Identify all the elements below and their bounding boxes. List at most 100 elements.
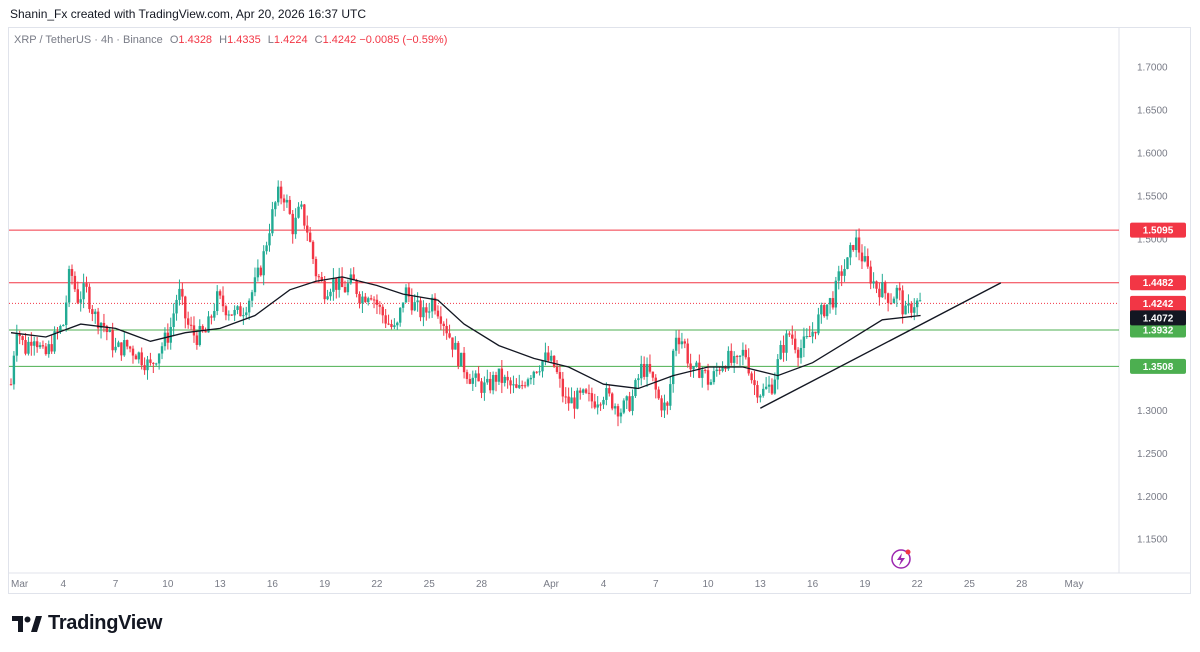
candle-body — [335, 277, 338, 290]
candle-body — [741, 349, 745, 356]
candle-body — [654, 377, 657, 390]
candle-body — [454, 342, 457, 350]
candle-body — [172, 313, 175, 327]
candle-body — [544, 352, 547, 362]
candle-body — [230, 314, 233, 316]
candle-body — [242, 315, 245, 317]
candle-body — [811, 331, 814, 337]
candle-body — [584, 389, 588, 393]
price-chart[interactable]: 1.70001.65001.60001.55001.50001.45001.40… — [9, 28, 1190, 593]
price-axis-tick-label: 1.5000 — [1137, 234, 1168, 245]
chart-frame[interactable]: 1.70001.65001.60001.55001.50001.45001.40… — [8, 27, 1191, 594]
candle-body — [253, 277, 257, 293]
candle-body — [520, 385, 524, 387]
candle-body — [628, 396, 631, 411]
candle-body — [698, 362, 701, 378]
candle-body — [526, 379, 530, 386]
support-level-tag-bg — [1130, 322, 1186, 338]
time-axis-tick-label: 19 — [319, 579, 331, 590]
candle-body — [96, 311, 100, 329]
candle-body — [573, 397, 576, 409]
candle-body — [227, 314, 231, 316]
tradingview-logo-icon — [12, 615, 42, 632]
resistance-level-tag: 1.4482 — [1143, 278, 1174, 289]
candle-body — [79, 299, 82, 303]
candle-body — [140, 352, 143, 366]
candle-body — [198, 326, 201, 345]
candle-body — [155, 363, 158, 365]
support-level-tag-bg — [1130, 358, 1186, 374]
candle-body — [329, 291, 332, 297]
candle-body — [73, 275, 77, 290]
candle-body — [814, 331, 817, 334]
candle-body — [782, 344, 785, 353]
candle-body — [181, 288, 184, 297]
lightning-icon-bolt — [897, 553, 905, 566]
candle-body — [195, 335, 199, 345]
candle-body — [430, 297, 434, 312]
candle-body — [413, 302, 416, 311]
candle-body — [770, 384, 774, 394]
candle-body — [718, 369, 721, 371]
candle-body — [767, 384, 771, 387]
price-axis-tick-label: 1.5500 — [1137, 191, 1168, 202]
candle-body — [396, 322, 399, 326]
support-level-tag: 1.3932 — [1143, 325, 1174, 336]
candle-body — [314, 259, 318, 277]
candle-body — [152, 362, 155, 364]
candle-body — [448, 333, 451, 338]
candle-body — [640, 363, 643, 379]
candle-body — [247, 300, 251, 313]
lightning-icon[interactable] — [891, 549, 911, 569]
candle-body — [125, 340, 129, 347]
candle-body — [497, 368, 501, 382]
candle-body — [744, 349, 748, 358]
candle-body — [611, 393, 614, 409]
candle-body — [70, 269, 74, 276]
candle-body — [796, 349, 800, 358]
candle-body — [547, 352, 550, 361]
candle-body — [50, 344, 53, 352]
candle-body — [425, 307, 428, 313]
candle-body — [422, 307, 425, 318]
candle-body — [189, 324, 193, 326]
candle-body — [686, 343, 689, 364]
candle-body — [555, 366, 559, 373]
candle-body — [346, 283, 350, 293]
candle-body — [486, 378, 489, 383]
symbol-name[interactable]: XRP / TetherUS · 4h · Binance — [14, 34, 163, 46]
candle-body — [593, 401, 596, 408]
candle-body — [625, 396, 628, 401]
candle-body — [317, 276, 321, 278]
candle-body — [674, 337, 678, 351]
candle-body — [709, 382, 713, 385]
candle-body — [480, 381, 483, 393]
candle-body — [808, 336, 811, 338]
candle-body — [300, 204, 303, 207]
candle-body — [529, 377, 533, 380]
candle-body — [245, 312, 248, 316]
candle-body — [337, 276, 341, 290]
candle-body — [94, 311, 97, 315]
candle-body — [564, 396, 567, 398]
candle-body — [364, 296, 367, 303]
candle-body — [846, 257, 849, 269]
candle-body — [390, 323, 393, 328]
symbol-legend[interactable]: XRP / TetherUS · 4h · Binance O1.4328 H1… — [14, 34, 447, 46]
tradingview-logo[interactable]: TradingView — [12, 612, 162, 635]
time-axis-tick-label: 22 — [912, 579, 924, 590]
candle-body — [570, 397, 573, 404]
candle-body — [895, 287, 899, 299]
resistance-level-tag-bg — [1130, 275, 1186, 291]
candle-body — [721, 367, 724, 371]
candle-body — [21, 336, 24, 341]
candle-body — [550, 355, 553, 361]
candle-body — [64, 302, 68, 326]
candle-body — [146, 359, 149, 371]
candle-body — [355, 280, 358, 295]
candle-body — [358, 294, 361, 304]
candle-body — [111, 330, 114, 351]
candle-body — [785, 333, 788, 353]
candle-body — [445, 325, 448, 334]
candle-body — [149, 359, 152, 363]
